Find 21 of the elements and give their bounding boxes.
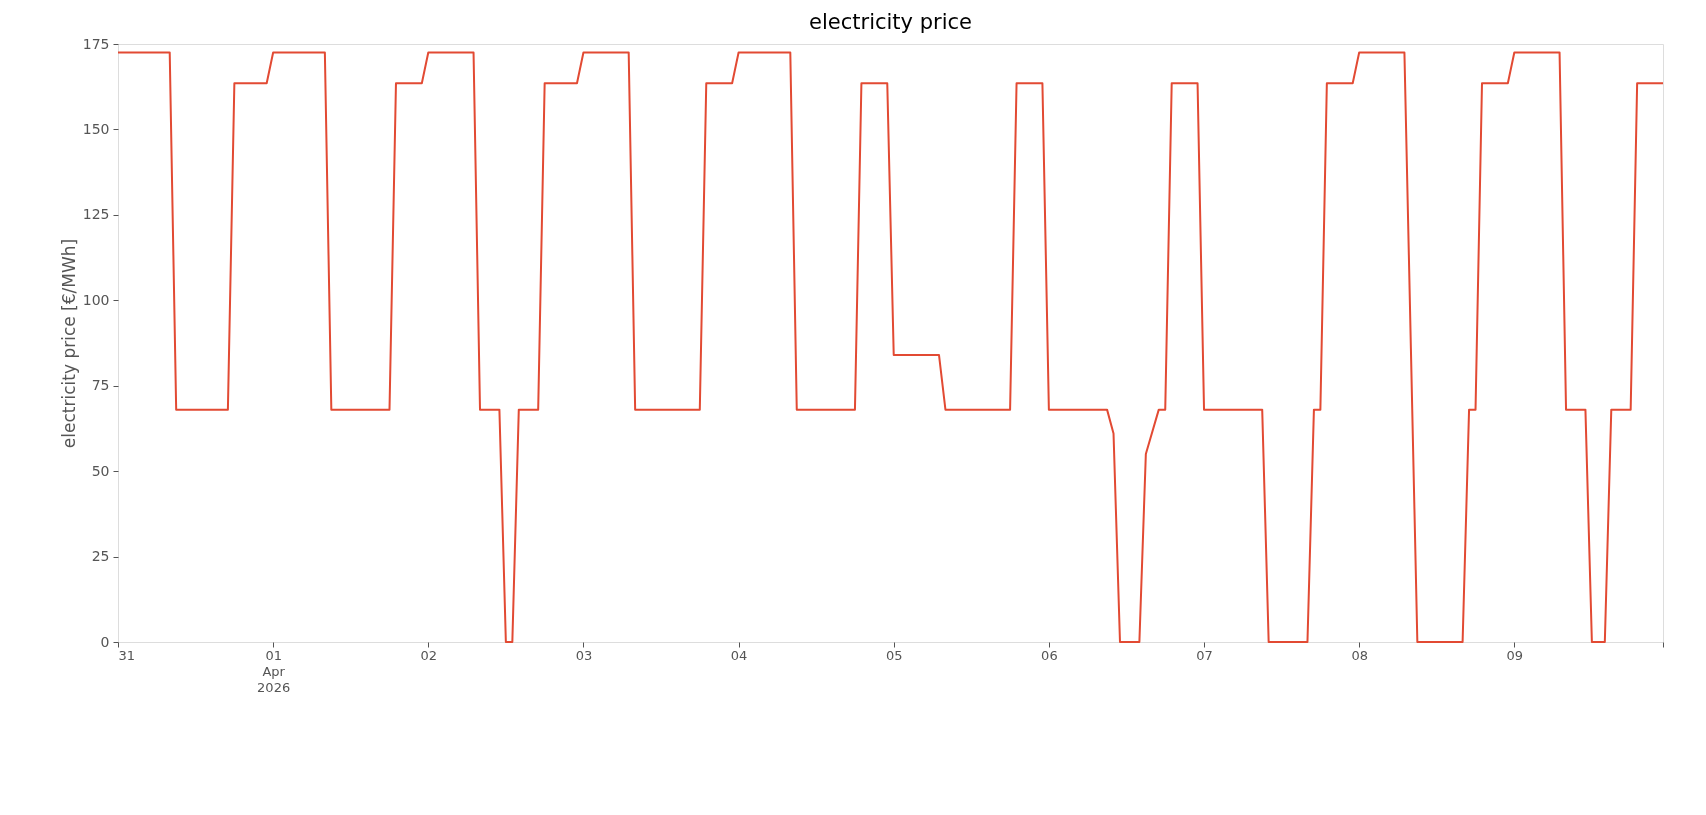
y-tick-label: 150	[82, 120, 110, 137]
y-tick-label: 25	[91, 548, 110, 565]
y-tick-label: 175	[82, 35, 110, 52]
x-tick-label: 03	[575, 647, 593, 663]
y-axis-title: electricity price [€/MWh]	[58, 238, 79, 449]
x-tick-label: 08	[1351, 647, 1368, 663]
chart-title: electricity price	[809, 10, 972, 34]
y-tick-label: 50	[91, 462, 110, 479]
y-tick-label: 125	[82, 206, 110, 223]
y-tick-label: 0	[100, 633, 110, 650]
x-tick-label: 05	[885, 647, 903, 663]
x-tick-label: 31	[118, 647, 136, 663]
y-tick-label: 75	[91, 377, 110, 394]
x-tick-label: 01 Apr 2026	[257, 647, 291, 695]
x-tick-label: 09	[1506, 647, 1524, 663]
x-tick-label: 04	[730, 647, 748, 663]
y-tick-label: 100	[82, 291, 110, 308]
x-tick-label: 06	[1041, 647, 1058, 663]
line-series	[117, 51, 1664, 643]
x-tick-label: 02	[420, 647, 438, 663]
x-tick-label: 07	[1196, 647, 1213, 663]
